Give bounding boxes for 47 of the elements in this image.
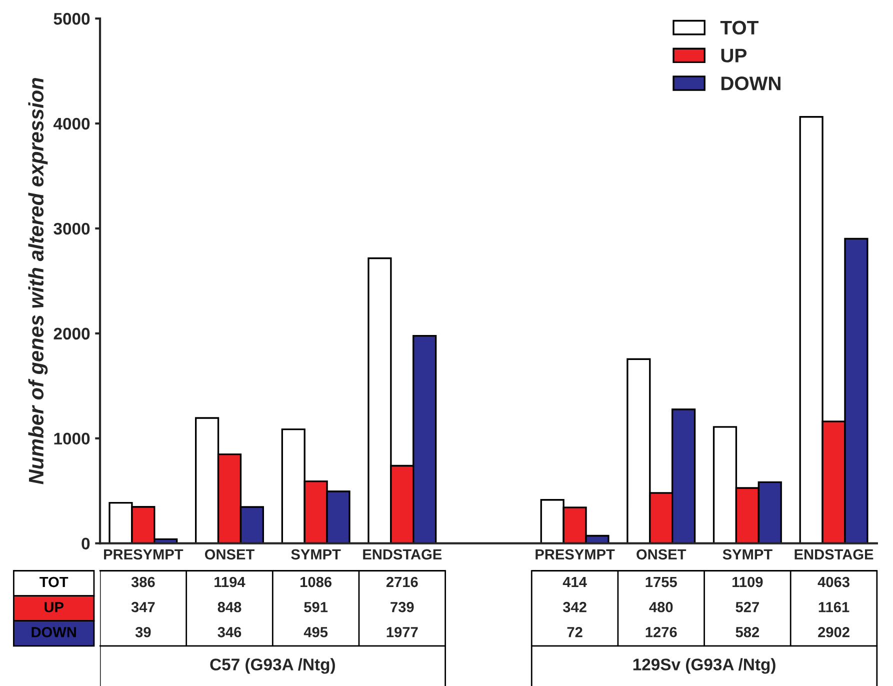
data-label: 414 (562, 577, 587, 588)
data-label: 72 (567, 626, 582, 638)
x-tick-label: SYMPT (291, 549, 341, 560)
legend-label: DOWN (721, 76, 780, 90)
data-label: 346 (218, 626, 242, 638)
data-label: 347 (131, 602, 155, 612)
data-label: 2902 (818, 626, 850, 638)
data-label: 1977 (386, 626, 418, 638)
y-tick-label: 3000 (54, 222, 90, 235)
x-tick-label: PRESYMPT (104, 549, 184, 560)
y-tick-label: 5000 (54, 12, 90, 25)
data-label: 1086 (300, 576, 332, 588)
legend-label: UP (721, 48, 747, 62)
data-label: 582 (736, 626, 760, 638)
y-axis-title: Number of genes with altered expression (28, 78, 48, 484)
text: 129Sv (G93A /Ntg) (633, 658, 776, 674)
text: TOT (40, 576, 68, 588)
data-label: 2716 (386, 576, 418, 588)
data-label: 386 (131, 576, 155, 588)
y-tick-label: 4000 (53, 118, 90, 130)
data-label: 1276 (646, 626, 677, 638)
x-tick-label: SYMPT (722, 549, 772, 560)
legend-label: TOT (720, 20, 759, 35)
x-tick-label: PRESYMPT (536, 549, 615, 560)
x-tick-label: ONSET (636, 549, 686, 560)
data-label: 480 (649, 602, 673, 612)
x-tick-label: ONSET (204, 549, 254, 560)
text: C57 (G93A /Ntg) (210, 658, 335, 674)
data-label: 4063 (818, 576, 850, 588)
data-label: 591 (304, 602, 328, 612)
data-label: 739 (390, 602, 414, 612)
y-tick-label: 0 (82, 538, 90, 550)
data-label: 495 (304, 626, 328, 638)
text: UP (44, 602, 64, 612)
data-label: 1161 (818, 602, 850, 612)
data-label: 527 (736, 602, 759, 612)
data-label: 1194 (214, 576, 246, 588)
data-label: 848 (218, 602, 242, 612)
text: DOWN (32, 626, 76, 638)
x-tick-label: ENDSTAGE (794, 549, 874, 560)
data-label: 1109 (732, 576, 763, 588)
y-tick-label: 2000 (54, 328, 90, 340)
data-label: 39 (135, 626, 151, 638)
data-label: 1755 (646, 577, 677, 588)
data-label: 342 (562, 602, 586, 612)
x-tick-label: ENDSTAGE (363, 549, 442, 560)
y-tick-label: 1000 (54, 432, 90, 445)
